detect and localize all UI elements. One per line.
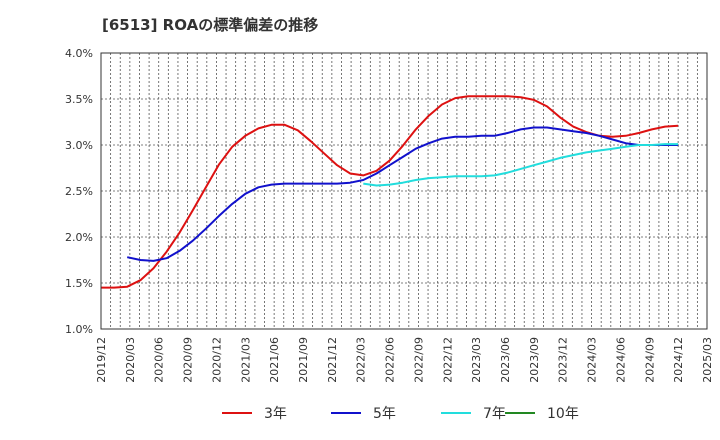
x-axis: 2019/12 2020/03 2020/06 2020/09 2020/12 2021/… <box>95 337 714 383</box>
x-tick-label: 2023/06 <box>499 337 512 383</box>
x-tick-label: 2021/12 <box>326 337 339 383</box>
legend-label-2: 7年 <box>483 406 506 422</box>
plot-frame <box>100 52 708 330</box>
x-tick-label: 2020/06 <box>153 337 166 383</box>
x-tick-label: 2022/03 <box>355 337 368 383</box>
legend: 3年 5年 7年 10年 <box>222 406 579 422</box>
y-tick-label: 3.0% <box>65 139 93 152</box>
y-tick-label: 3.5% <box>65 93 93 106</box>
series-line-2 <box>363 143 679 187</box>
x-tick-label: 2022/09 <box>412 337 425 383</box>
y-tick-label: 1.5% <box>65 277 93 290</box>
legend-label-0: 3年 <box>264 406 287 422</box>
chart-title: [6513] ROAの標準偏差の推移 <box>102 16 319 34</box>
legend-label-3: 10年 <box>547 406 579 422</box>
x-tick-label: 2020/12 <box>210 337 223 383</box>
x-tick-label: 2023/12 <box>557 337 570 383</box>
x-tick-label: 2021/06 <box>268 337 281 383</box>
x-tick-label: 2022/12 <box>441 337 454 383</box>
x-tick-label: 2024/03 <box>586 337 599 383</box>
x-tick-label: 2021/03 <box>239 337 252 383</box>
x-tick-label: 2020/03 <box>124 337 137 383</box>
legend-label-1: 5年 <box>373 406 396 422</box>
x-tick-label: 2023/09 <box>528 337 541 383</box>
x-tick-label: 2024/06 <box>614 337 627 383</box>
series-line-1 <box>126 126 679 262</box>
series-layer <box>101 95 679 289</box>
y-tick-label: 4.0% <box>65 47 93 60</box>
x-tick-label: 2024/12 <box>672 337 685 383</box>
x-tick-label: 2020/09 <box>182 337 195 383</box>
y-axis: 1.0% 1.5% 2.0% 2.5% 3.0% 3.5% 4.0% <box>65 47 93 336</box>
x-tick-label: 2024/09 <box>643 337 656 383</box>
x-tick-label: 2019/12 <box>95 337 108 383</box>
y-tick-label: 1.0% <box>65 323 93 336</box>
series-line-0 <box>101 95 679 289</box>
x-tick-label: 2025/03 <box>701 337 714 383</box>
x-tick-label: 2021/09 <box>297 337 310 383</box>
x-tick-label: 2022/06 <box>384 337 397 383</box>
y-tick-label: 2.0% <box>65 231 93 244</box>
y-tick-label: 2.5% <box>65 185 93 198</box>
x-tick-label: 2023/03 <box>470 337 483 383</box>
grid-layer <box>100 52 708 330</box>
